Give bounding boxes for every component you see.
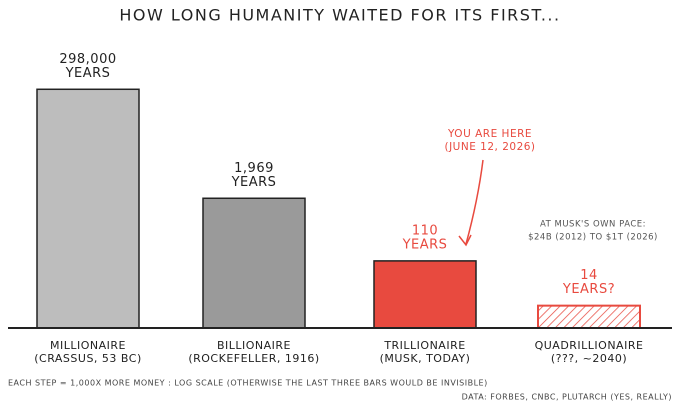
bar (36, 88, 140, 329)
annotation: AT MUSK'S OWN PACE: (540, 220, 646, 230)
value-label: 1,969 (234, 161, 274, 176)
source-note: DATA: FORBES, CNBC, PLUTARCH (YES, REALL… (462, 393, 672, 402)
x-tick-note: (CRASSUS, 53 BC) (34, 352, 142, 365)
value-label: 14 (580, 268, 598, 283)
annotation: (JUNE 12, 2026) (444, 141, 535, 153)
annotation-arrow (465, 159, 484, 245)
value-unit-label: YEARS (231, 175, 277, 190)
chart-title: HOW LONG HUMANITY WAITED FOR ITS FIRST..… (119, 6, 560, 25)
value-unit-label: YEARS (402, 237, 448, 252)
x-tick-label: QUADRILLIONAIRE (535, 339, 644, 352)
footnote: EACH STEP = 1,000X MORE MONEY : LOG SCAL… (8, 379, 488, 388)
bar (202, 197, 306, 329)
x-tick-label: BILLIONAIRE (217, 339, 291, 352)
annotation: YOU ARE HERE (447, 128, 532, 140)
bar (373, 260, 477, 329)
value-label: 110 (412, 223, 438, 238)
bar (537, 304, 641, 330)
annotation: $24B (2012) TO $1T (2026) (528, 233, 658, 243)
x-tick-note: (???, ~2040) (551, 352, 627, 365)
value-label: 298,000 (59, 52, 116, 67)
x-tick-note: (MUSK, TODAY) (380, 352, 471, 365)
x-tick-label: MILLIONAIRE (50, 339, 126, 352)
value-unit-label: YEARS (65, 66, 111, 81)
x-tick-label: TRILLIONAIRE (383, 339, 465, 352)
value-unit-label: YEARS? (562, 282, 615, 297)
annotation-arrowhead (458, 234, 472, 247)
x-tick-note: (ROCKEFELLER, 1916) (188, 352, 319, 365)
